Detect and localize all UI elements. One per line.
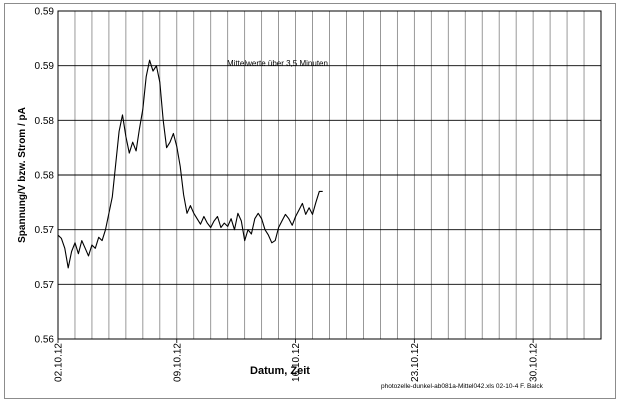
- line-chart: 0.56 0.57 0.57 0.58 0.58 0.59 0.59 02.10.12 09.…: [17, 7, 602, 390]
- x-tick-label: 16.10.12: [291, 343, 302, 382]
- plot-area: [57, 10, 602, 340]
- y-tick-label: 0.56: [35, 335, 55, 346]
- x-tick-label: 02.10.12: [54, 343, 65, 382]
- y-tick-label: 0.59: [35, 61, 55, 72]
- footer-text: photozelle-dunkel-ab081a-Mittel042.xls 0…: [381, 383, 544, 390]
- y-axis-label: Spannung/V bzw. Strom / pA: [17, 107, 28, 243]
- y-tick-label: 0.58: [35, 116, 55, 127]
- x-tick-label: 09.10.12: [172, 343, 183, 382]
- y-tick-label: 0.58: [35, 171, 55, 182]
- y-tick-labels: 0.56 0.57 0.57 0.58 0.58 0.59 0.59: [35, 7, 55, 346]
- chart-frame: 0.56 0.57 0.57 0.58 0.58 0.59 0.59 02.10.12 09.…: [4, 3, 616, 399]
- series-line: [57, 59, 323, 269]
- x-tick-label: 30.10.12: [529, 343, 540, 382]
- y-tick-label: 0.57: [35, 225, 55, 236]
- y-tick-label: 0.59: [35, 7, 55, 18]
- x-axis-label: Datum, Zeit: [250, 365, 310, 377]
- grid: [58, 11, 601, 339]
- x-tick-label: 23.10.12: [410, 343, 421, 382]
- chart-annotation: Mittelwerte über 3,5 Minuten: [227, 59, 328, 68]
- x-tick-labels: 02.10.12 09.10.12 16.10.12 23.10.12 30.10.12: [54, 339, 540, 382]
- y-tick-label: 0.57: [35, 280, 55, 291]
